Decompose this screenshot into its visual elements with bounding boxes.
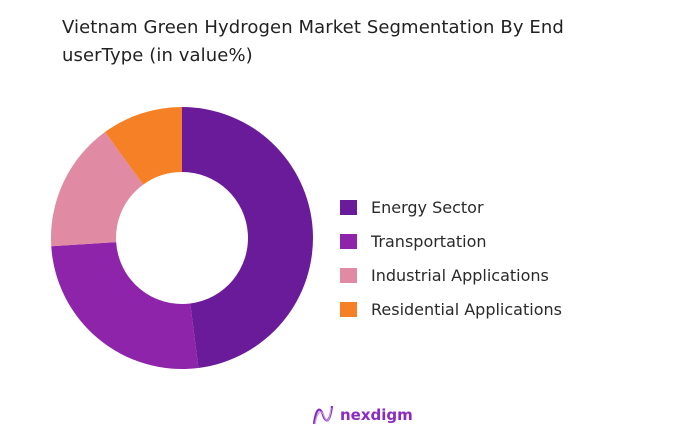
chart-title: Vietnam Green Hydrogen Market Segmentati…: [62, 14, 662, 70]
chart-title-line-2: userType (in value%): [62, 45, 253, 66]
legend-label: Energy Sector: [371, 197, 484, 217]
brand-logo: nexdigm: [312, 404, 413, 426]
chart-title-line-1: Vietnam Green Hydrogen Market Segmentati…: [62, 17, 564, 38]
legend-swatch: [340, 233, 357, 249]
legend-label: Industrial Applications: [371, 265, 549, 285]
legend-swatch: [340, 301, 357, 317]
donut-slice-industrial-applications: [51, 132, 144, 247]
donut-slice-residential-applications: [105, 107, 182, 185]
nexdigm-wave-logo-icon: [312, 405, 334, 425]
donut-slice-transportation: [51, 242, 199, 369]
chart-legend: Energy Sector Transportation Industrial Ap…: [340, 190, 562, 326]
legend-label: Residential Applications: [371, 299, 562, 319]
legend-label: Transportation: [371, 231, 487, 251]
donut-slice-energy-sector: [182, 107, 314, 368]
legend-swatch: [340, 199, 357, 215]
brand-name: nexdigm: [340, 406, 413, 424]
legend-item: Industrial Applications: [340, 258, 562, 292]
legend-item: Energy Sector: [340, 190, 562, 224]
legend-item: Transportation: [340, 224, 562, 258]
legend-swatch: [340, 267, 357, 283]
legend-item: Residential Applications: [340, 292, 562, 326]
